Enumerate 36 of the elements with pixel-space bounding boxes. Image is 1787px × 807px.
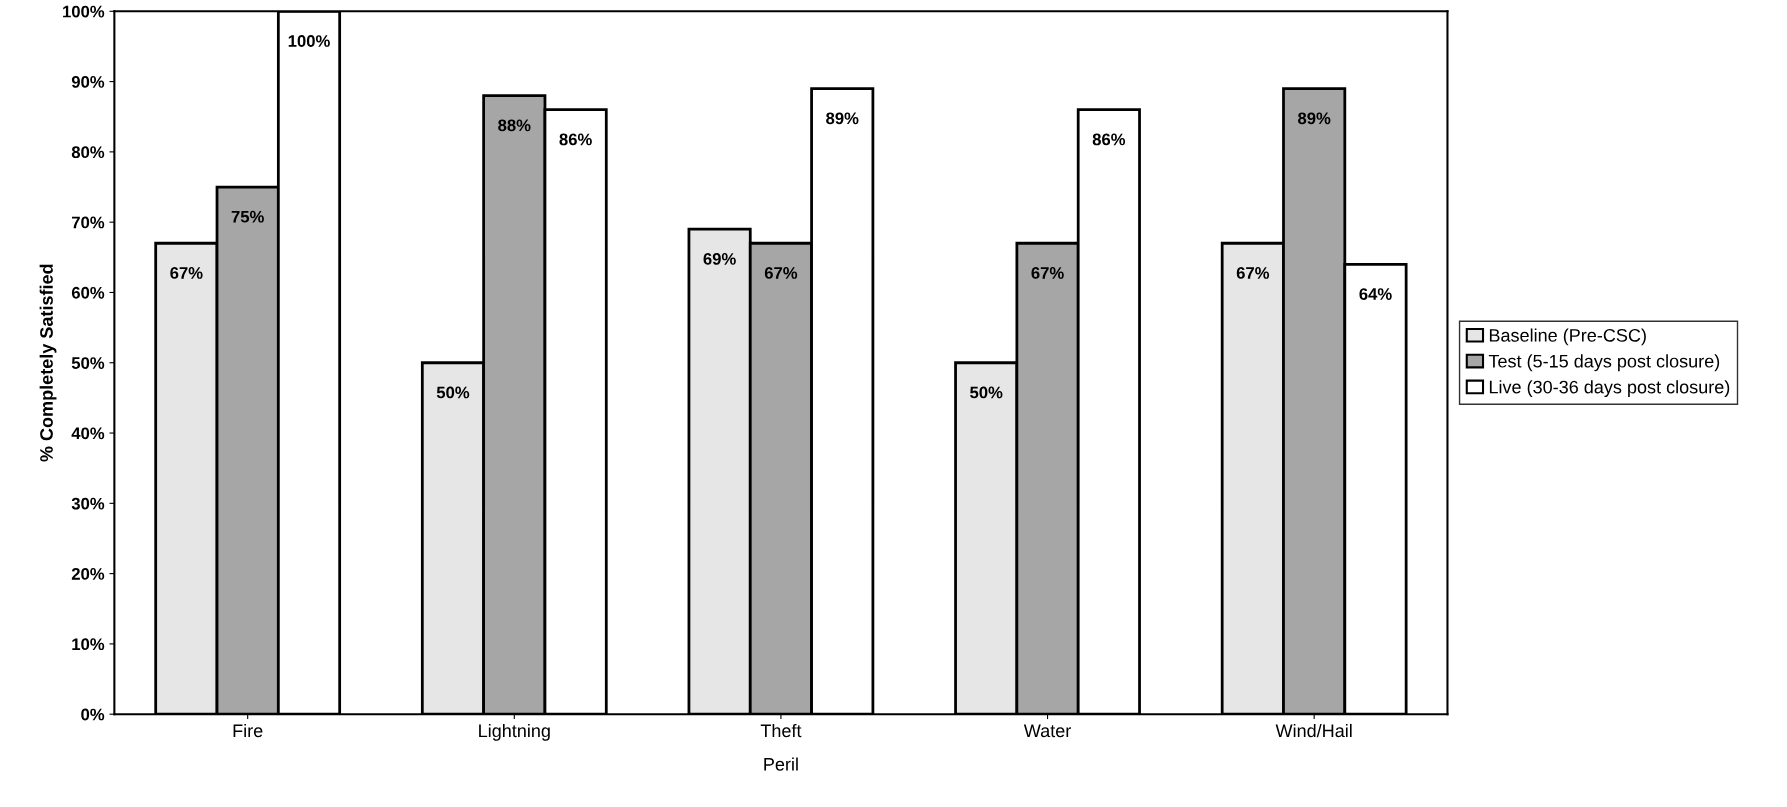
x-tick-label: Lightning xyxy=(479,723,550,741)
data-label: 75% xyxy=(231,210,264,223)
y-tick-label: 90% xyxy=(71,75,105,88)
y-tick-label: 60% xyxy=(71,286,105,299)
y-tick-label: 0% xyxy=(81,708,105,721)
legend-label: Baseline (Pre-CSC) xyxy=(1489,328,1646,346)
y-tick-label: 80% xyxy=(71,146,105,159)
y-tick-label: 40% xyxy=(71,427,105,440)
data-label: 67% xyxy=(1031,267,1064,279)
data-label: 89% xyxy=(826,112,859,125)
data-label: 67% xyxy=(764,267,798,279)
data-label: 89% xyxy=(1298,112,1331,125)
data-label: 67% xyxy=(1236,267,1270,279)
y-tick-label: 30% xyxy=(71,497,105,510)
x-tick-label: Fire xyxy=(233,723,263,738)
legend-label: Test (5-15 days post closure) xyxy=(1488,354,1720,372)
y-tick-label: 70% xyxy=(72,216,105,229)
x-tick-label: Water xyxy=(1023,724,1071,738)
x-axis-title: Peril xyxy=(764,757,798,771)
data-label: 69% xyxy=(703,252,736,265)
data-label: 64% xyxy=(1359,288,1392,300)
data-label: 50% xyxy=(970,386,1003,399)
data-label: 67% xyxy=(170,267,203,279)
y-tick-label: 20% xyxy=(71,568,105,580)
y-tick-label: 100% xyxy=(63,5,105,18)
data-label: 86% xyxy=(559,133,592,146)
y-tick-label: 10% xyxy=(72,638,105,651)
data-label: 88% xyxy=(498,119,531,132)
x-tick-label: Wind/Hail xyxy=(1275,723,1352,738)
data-label: 50% xyxy=(436,386,470,399)
data-label: 86% xyxy=(1092,133,1126,146)
data-label: 100% xyxy=(288,35,330,47)
y-tick-label: 50% xyxy=(71,357,105,369)
y-axis-title: % Completely Satisfied xyxy=(39,264,57,462)
legend-label: Live (30-36 days post closure) xyxy=(1489,380,1730,398)
x-tick-label: Theft xyxy=(760,723,802,738)
